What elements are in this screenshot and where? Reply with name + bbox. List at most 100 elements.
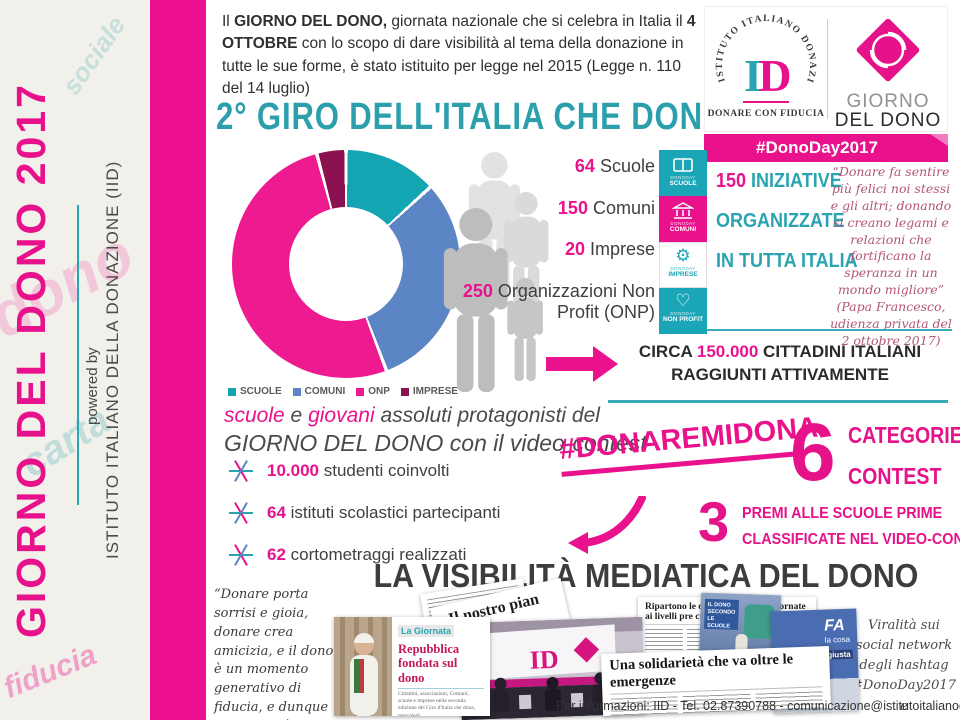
page-title: 2° GIRO DELL'ITALIA CHE DONA	[216, 96, 727, 138]
bullet-row: 10.000 studenti coinvolti	[228, 458, 500, 484]
bullet-text: 10.000 studenti coinvolti	[267, 461, 449, 481]
organization-label: ISTITUTO ITALIANO DELLA DONAZIONE (IID)	[103, 160, 122, 560]
stat-comuni: 150 Comuni	[440, 198, 655, 219]
stat-label: Scuole	[594, 156, 655, 176]
powered-by-label: powered by	[84, 347, 101, 425]
left-sidebar: sociale dono carta fiducia GIORNO DEL DO…	[0, 0, 150, 720]
bullet-label: cortometraggi realizzati	[285, 545, 467, 564]
clipping-la-giornata: La Giornata Repubblica fondata sul dono …	[334, 617, 490, 716]
badge-kicker: DONODAY	[670, 221, 696, 226]
stats-list: 64 Scuole 150 Comuni 20 Imprese 250 Orga…	[440, 156, 655, 343]
prizes-lines: PREMI ALLE SCUOLE PRIME CLASSIFICATE NEL…	[742, 494, 960, 552]
stat-value: 250	[462, 281, 493, 302]
legend-label: SCUOLE	[240, 386, 282, 397]
donut-chart	[232, 150, 460, 378]
intro-bold-giorno: GIORNO DEL DONO,	[234, 13, 388, 30]
iid-tagline: DONARE CON FIDUCIA	[707, 109, 825, 119]
contest-number: 6	[790, 407, 836, 498]
arrow-right-icon	[546, 346, 618, 382]
highlight-scuole: scuole	[224, 404, 285, 427]
event-photo-scene: ID	[458, 616, 646, 720]
gear-icon: ⚙	[675, 246, 691, 265]
social-virality-note: Viralità sui social network degli hashta…	[850, 618, 960, 720]
pope-quote: “Donare fa sentire più felici noi stessi…	[828, 164, 954, 350]
badge-kicker: DONODAY	[670, 266, 696, 271]
legend-label: IMPRESE	[412, 386, 458, 397]
donoday-ribbon: #DonoDay2017	[704, 134, 930, 162]
reach-line2: RAGGIUNTI ATTIVAMENTE	[671, 364, 889, 384]
prizes-number: 3	[698, 490, 730, 553]
legend-swatch	[356, 387, 365, 396]
sidebar-vertical-title: GIORNO DEL DONO 2017	[8, 82, 54, 638]
badge-label: NON PROFIT	[662, 316, 704, 323]
legend-swatch	[400, 387, 409, 396]
prizes-line2: CLASSIFICATE NEL VIDEO-CONTEST	[742, 530, 960, 548]
stat-value: 20	[564, 239, 585, 260]
asterisk-star-icon	[229, 544, 253, 566]
bullet-row: 62 cortometraggi realizzati	[228, 542, 500, 568]
intro-paragraph: Il GIORNO DEL DONO, giornata nazionale c…	[222, 11, 696, 101]
curved-arrow-icon	[568, 496, 646, 554]
stat-onp: 250 Organizzazioni Non Profit (ONP)	[440, 281, 655, 322]
clipping-kicker: La Giornata	[398, 625, 455, 637]
legend-item: SCUOLE	[228, 386, 282, 397]
reach-line1: CIRCA 150.000 CITTADINI ITALIANI	[608, 341, 952, 364]
stat-label: Comuni	[587, 197, 655, 218]
protagonists-line1: scuole e giovani assoluti protagonisti d…	[224, 402, 600, 429]
badge-label: SCUOLE	[669, 180, 697, 187]
bullet-label: istituti scolastici partecipanti	[285, 503, 501, 522]
iniziative-value: 150	[716, 170, 747, 192]
bullet-text: 62 cortometraggi realizzati	[267, 545, 466, 565]
teal-divider-mid	[608, 400, 948, 403]
protagonists-text: con il video-contest	[443, 430, 647, 457]
highlight-giovani: giovani	[308, 404, 375, 427]
bullet-value: 10.000	[267, 461, 319, 480]
heart-icon: ♡	[675, 291, 691, 310]
legend-swatch	[228, 387, 236, 396]
reach-text: CIRCA	[638, 342, 697, 361]
stat-label: Organizzazioni Non Profit (ONP)	[492, 281, 655, 322]
tv-logo-line: la cosa	[824, 634, 851, 645]
legend-label: COMUNI	[304, 386, 346, 397]
quote-text: “Donare porta sorrisi e gioia, donare cr…	[214, 587, 334, 720]
legend-item: ONP	[356, 386, 390, 397]
legend-item: COMUNI	[292, 386, 346, 397]
intro-text: Il	[222, 13, 235, 30]
iid-logo-rule	[743, 101, 789, 103]
logo-divider	[827, 19, 828, 119]
badge-kicker: DONODAY	[670, 311, 696, 316]
reach-statement: CIRCA 150.000 CITTADINI ITALIANI RAGGIUN…	[608, 341, 952, 387]
contest-line2: CONTEST	[847, 463, 942, 489]
stat-imprese: 20 Imprese	[440, 239, 655, 260]
logo-card: ISTITUTO ITALIANO DONAZIONE I D DONARE C…	[704, 6, 948, 132]
chart-legend: SCUOLE COMUNI ONP IMPRESE	[228, 386, 468, 397]
footer-contact: Per informazioni: IID - Tel. 02.87390788…	[556, 699, 960, 713]
reach-text: CITTADINI ITALIANI	[758, 342, 922, 361]
protagonists-line2: GIORNO DEL DONO con il video-contest	[224, 429, 647, 459]
stat-label: Imprese	[584, 239, 655, 260]
sidebar-divider-line	[77, 205, 79, 505]
intro-text: con lo scopo di dare visibilità al tema …	[222, 35, 684, 98]
clipping-text: La Giornata Repubblica fondata sul dono …	[392, 617, 490, 716]
magenta-vertical-bar	[150, 0, 206, 720]
mattarella-quote: “Donare porta sorrisi e gioia, donare cr…	[214, 586, 338, 720]
contest-line1: CATEGORIE	[847, 422, 960, 448]
stat-scuole: 64 Scuole	[440, 156, 655, 177]
asterisk-star-icon	[229, 502, 253, 524]
stat-value: 150	[557, 197, 588, 218]
badge-label: IMPRESE	[668, 271, 698, 278]
protagonists-text: assoluti protagonisti del	[374, 404, 600, 427]
badge-nonprofit: ♡ DONODAY NON PROFIT	[659, 288, 707, 334]
badge-label: COMUNI	[669, 226, 697, 233]
gdd-logo-line2: DEL DONO	[834, 110, 942, 131]
svg-text:I: I	[744, 50, 762, 101]
badge-kicker: DONODAY	[670, 175, 696, 180]
badge-comuni: DONODAY COMUNI	[659, 196, 707, 242]
teal-divider-top	[700, 329, 952, 331]
bullet-label: studenti coinvolti	[319, 461, 450, 480]
iniziative-text: INIZIATIVE	[746, 170, 842, 192]
quote-text: “Donare fa sentire più felici noi stessi…	[830, 164, 952, 298]
svg-text:ID: ID	[529, 645, 559, 675]
tv-caption: IL DONO SECONDO LE SCUOLE	[703, 598, 740, 630]
